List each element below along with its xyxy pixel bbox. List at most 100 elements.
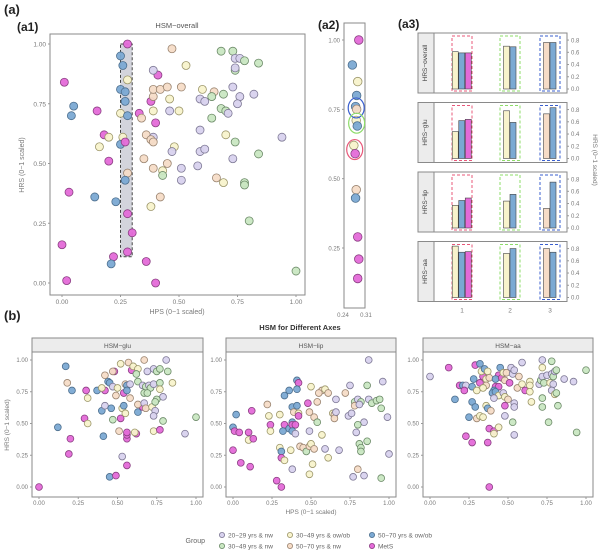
a1-point [165,94,175,104]
b-y-tick-label: 0.75 [16,390,28,396]
a2-y-tick-label: 0.25 [328,247,340,253]
legend-key [368,543,375,550]
a2-point [353,273,363,284]
a3-y-tick-label: 0.6 [571,259,580,265]
b-point [355,400,364,409]
b-point [540,379,548,387]
b-point [491,375,500,383]
a2-point [354,35,364,45]
a2-x-tick-label: 0.24 [337,313,349,319]
a3-bar [464,119,472,159]
b-point [285,386,293,395]
a1-point [155,192,165,202]
b-point [83,419,92,428]
b-point [462,432,470,441]
legend-label: 20−29 yrs & nw [228,532,273,539]
a2-point [350,149,360,159]
b-y-tick-label: 0.50 [407,422,419,428]
b-point [515,372,523,381]
a3-y-tick-label: 0.8 [571,247,580,253]
b-point [305,427,314,435]
a1-point [148,106,158,116]
a3-bar [451,51,459,90]
b-point [105,473,114,481]
b-point [490,394,498,402]
b-point [246,462,254,471]
b-point [544,418,553,427]
b-point [426,372,434,381]
b-point [385,450,393,458]
b-point [307,382,315,391]
b-point [305,470,314,479]
a3-bar [549,107,557,159]
b-x-tick-label: 1.00 [580,501,592,507]
b-point [277,483,286,491]
a3-group-box [539,174,561,231]
a1-point [111,197,121,207]
a1-point [64,187,74,197]
b-point [118,452,127,461]
a1-y-tick-label: 0.00 [33,281,46,288]
b-point [247,406,256,415]
b-point [444,363,453,372]
b-point [235,428,244,437]
panel-label-a2: (a2) [318,18,340,32]
b-facet-label: HSM−glu [104,343,131,350]
b-point [310,445,318,453]
b-point [149,412,158,420]
b-point [538,403,547,411]
a1-point [106,259,116,269]
b-point [61,362,70,371]
a1-point [120,175,130,185]
a3-bar [543,248,550,298]
a3-bar [451,205,459,229]
b-point [490,429,498,438]
b-point [181,429,189,438]
b-point [115,427,123,435]
a3-y-tick-label: 0.0 [571,226,580,232]
b-y-tick-label: 1.00 [16,358,28,364]
a1-point [59,77,69,87]
a1-point [118,61,128,70]
b-point [504,395,512,404]
a1-point [123,39,132,49]
b-point [159,417,167,425]
a3-bar [451,245,459,298]
b-x-tick-label: 0.25 [266,501,278,507]
a3-y-tick-label: 0.0 [571,87,580,93]
b-y-tick-label: 0.00 [407,485,419,491]
a3-y-tick-label: 0.8 [571,177,580,183]
a3-group-box [451,174,473,231]
a2-cluster-ellipse [347,97,365,119]
b-point [293,385,301,394]
b-x-tick-label: 0.25 [72,501,84,507]
b-point [352,428,361,437]
b-point [321,445,329,453]
b-point [294,379,303,387]
a1-point [167,147,177,156]
b-point [35,483,43,491]
b-x-tick-label: 0.00 [227,501,239,507]
b-point [54,423,62,432]
b-point [82,386,90,395]
a1-point [174,106,184,116]
b-point [501,401,509,410]
b-point [113,384,122,392]
b-point [364,356,373,364]
b-point [483,438,492,447]
b-y-tick-label: 0.50 [210,422,222,428]
b-point [377,474,386,482]
b-point [314,389,323,397]
a3-group-box [539,244,561,300]
a3-facet-label: HRS−glu [422,119,429,146]
b-x-tick-label: 0.00 [424,501,436,507]
a1-point [120,137,130,147]
a1-point [137,113,146,123]
a1-point [176,82,186,92]
b-point [168,379,177,387]
a1-point [90,192,100,202]
b-point [272,476,281,485]
b-point [192,413,200,421]
a2-y-tick-label: 0.50 [328,177,340,183]
